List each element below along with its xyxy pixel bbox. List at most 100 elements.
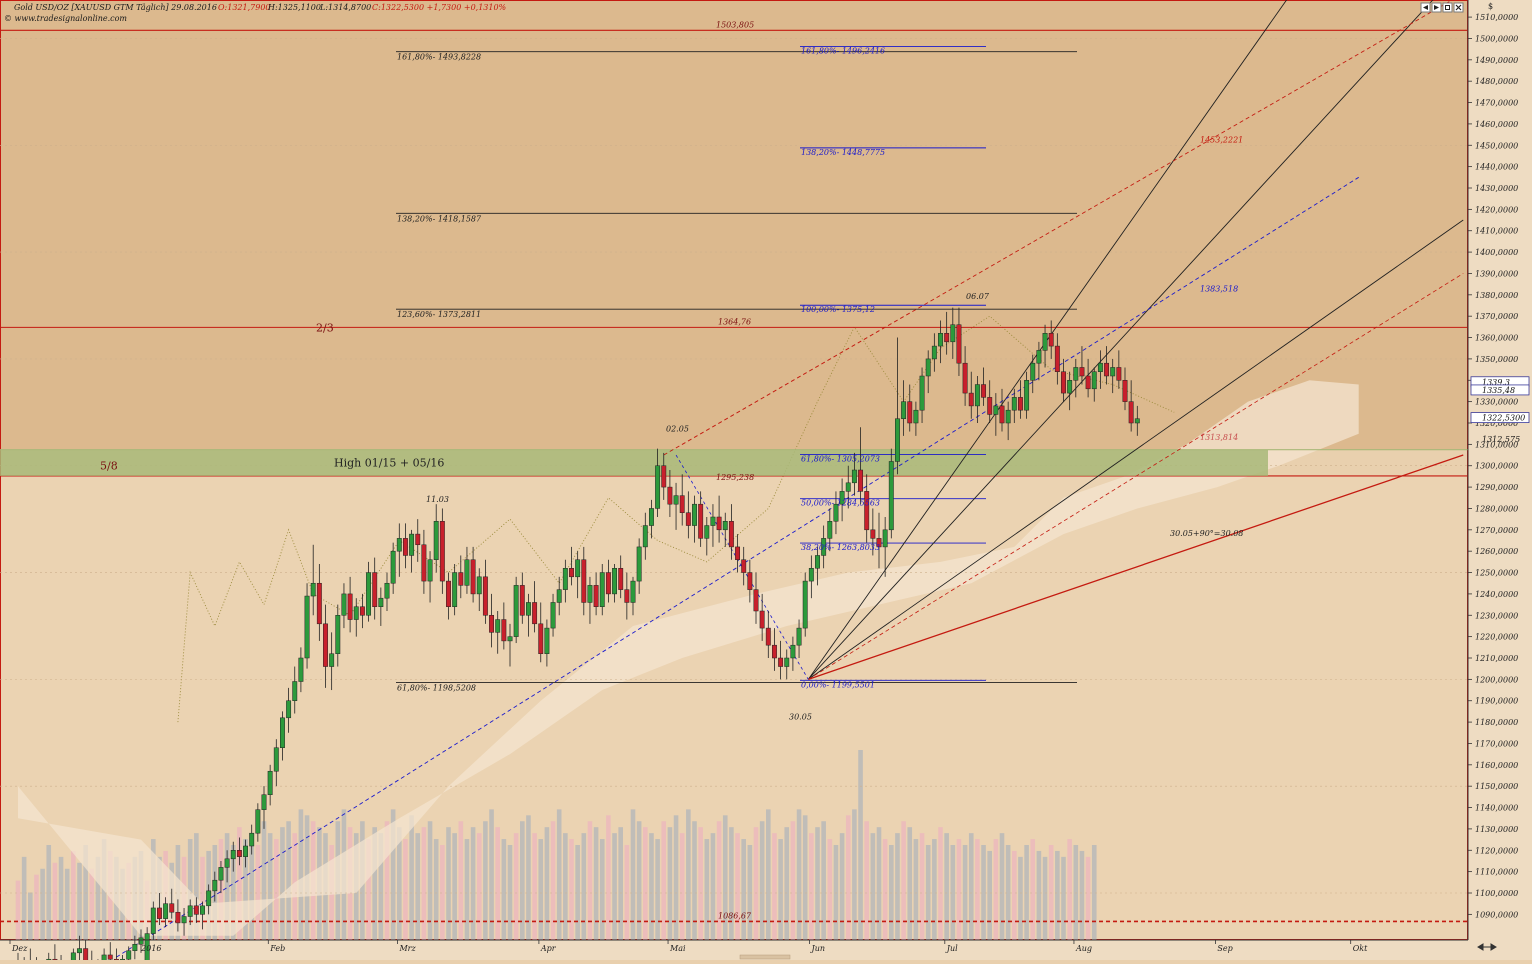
candle-body: [359, 606, 365, 616]
volume-bar: [520, 821, 525, 940]
candle: [273, 739, 279, 787]
fib-right-label-5: 38,20%- 1263,8033: [801, 543, 880, 552]
level-label-mid: 1364,76: [718, 317, 751, 326]
candle: [919, 367, 925, 423]
candle-body: [101, 954, 107, 964]
candle: [827, 508, 833, 552]
volume-bar: [999, 833, 1005, 940]
candle-body: [1018, 397, 1023, 411]
volume-bar: [286, 821, 291, 940]
zoom-horizontal-control[interactable]: [1477, 943, 1497, 951]
candle-body: [550, 602, 556, 629]
candle-body: [562, 568, 568, 590]
candle: [544, 619, 550, 667]
candle-body: [931, 345, 937, 360]
candle-body: [673, 495, 679, 505]
candle: [753, 572, 759, 624]
candle-body: [987, 397, 993, 415]
candle: [575, 551, 581, 599]
candle: [661, 452, 667, 500]
candle-body: [1024, 380, 1030, 411]
candle: [267, 764, 273, 806]
volume-bar: [513, 833, 519, 940]
volume-bar: [243, 839, 248, 940]
candle-body: [735, 546, 740, 560]
candle: [157, 893, 162, 926]
candle: [790, 636, 796, 671]
restore-icon: [1445, 5, 1450, 10]
volume-bar: [575, 845, 580, 940]
candle-body: [1042, 333, 1048, 351]
horizontal-scrollbar[interactable]: [739, 954, 791, 960]
volume-bar: [679, 833, 685, 940]
candle: [1134, 405, 1140, 436]
candle-body: [482, 576, 488, 616]
candle-body: [599, 572, 605, 607]
candle-body: [157, 907, 162, 919]
candle-body: [341, 593, 347, 616]
candle: [335, 604, 341, 667]
candle: [1005, 401, 1011, 441]
annotation-4: 11.03: [426, 495, 449, 504]
y-tick-label-1380: 1380,0000: [1475, 291, 1518, 300]
volume-bar: [538, 839, 544, 940]
candle-body: [267, 770, 273, 795]
y-tick-label-1100: 1100,0000: [1475, 889, 1518, 898]
candle: [981, 367, 986, 406]
candle: [913, 401, 919, 436]
fib-right-label-1: 138,20%- 1448,7775: [801, 148, 885, 157]
candle: [396, 523, 402, 577]
candle-body: [132, 944, 138, 951]
candle: [876, 512, 882, 569]
volume-bar: [483, 821, 488, 940]
candle: [747, 559, 753, 603]
volume-bar: [421, 827, 427, 940]
candle-body: [218, 867, 224, 881]
candle: [870, 508, 876, 556]
candle-body: [1134, 418, 1140, 424]
scroll-left-button[interactable]: [1420, 2, 1431, 13]
candle: [636, 538, 642, 594]
candle: [200, 901, 205, 930]
candle-body: [439, 521, 445, 582]
scroll-right-button[interactable]: [1431, 2, 1442, 13]
candle: [230, 841, 236, 872]
candle-body: [1011, 397, 1017, 411]
candle-body: [772, 644, 777, 659]
annotation-5: 06.07: [966, 292, 990, 301]
annotation-3: 02.05: [666, 424, 689, 433]
candle: [353, 598, 359, 637]
trend-line-2: [808, 219, 1464, 680]
volume-bar: [692, 821, 697, 940]
y-tick-label-1300: 1300,0000: [1475, 462, 1518, 471]
x-tick-label-7: Jul: [945, 944, 958, 953]
candle-body: [698, 503, 704, 539]
candle: [1116, 350, 1122, 389]
y-tick-label-1260: 1260,0000: [1475, 547, 1518, 556]
candle: [366, 561, 372, 622]
candle-body: [685, 512, 691, 526]
volume-bar: [366, 839, 371, 940]
candle-body: [636, 546, 642, 582]
volume-bar: [224, 833, 230, 940]
y-tick-label-1220: 1220,0000: [1475, 633, 1518, 642]
candle-body: [864, 491, 870, 531]
candle-body: [144, 933, 150, 964]
candle-body: [446, 580, 451, 607]
close-button[interactable]: [1453, 2, 1464, 13]
y-tick-label-1170: 1170,0000: [1475, 739, 1518, 748]
lagging-span: [177, 315, 1175, 723]
candle: [839, 478, 845, 522]
candle: [169, 888, 175, 919]
candle-body: [839, 491, 845, 505]
volume-bar: [784, 827, 790, 940]
restore-button[interactable]: [1442, 2, 1453, 13]
fib-right-label-4: 50,00%- 1284,5563: [801, 499, 880, 508]
candle-body: [649, 508, 654, 526]
y-tick-label-1090: 1090,0000: [1475, 910, 1518, 919]
candle-body: [968, 392, 974, 407]
candle: [630, 576, 636, 616]
candle: [421, 529, 427, 594]
candle: [433, 504, 439, 573]
